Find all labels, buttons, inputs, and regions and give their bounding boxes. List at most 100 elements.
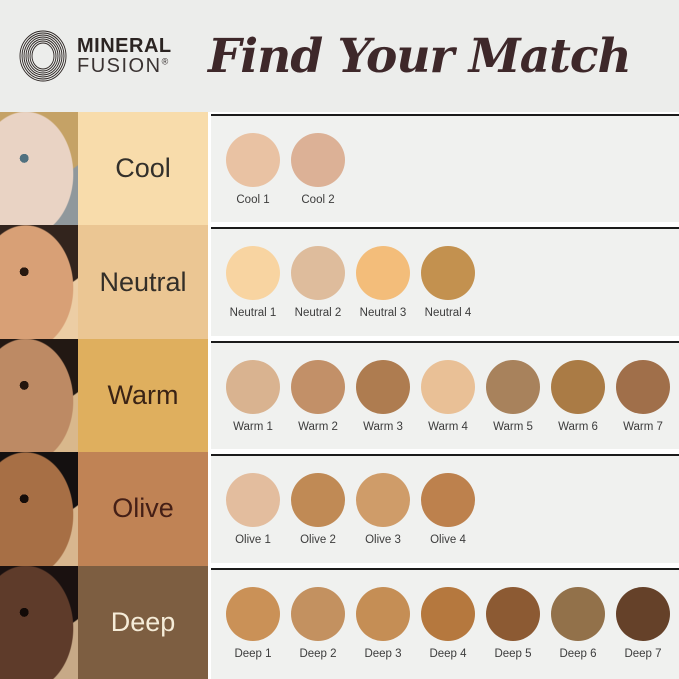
shade-name: Olive 3 [365,534,401,547]
shade-name: Deep 6 [559,647,597,660]
shade-swatch-deep-3: Deep 3 [356,586,410,660]
shade-swatch-olive-2: Olive 2 [291,473,345,546]
shade-color-dot [421,359,475,414]
swatch-panel: Neutral 1 Neutral 2 Neutral 3 Neutral 4 [211,227,679,336]
shade-swatch-neutral-1: Neutral 1 [226,246,280,319]
undertone-label-olive: Olive [112,493,174,524]
shade-swatch-olive-3: Olive 3 [356,473,410,546]
page-title: Find Your Match [207,28,632,84]
shade-color-dot [226,246,280,301]
shade-name: Neutral 4 [424,307,472,320]
undertone-label-warm: Warm [107,380,179,411]
swatch-list: Cool 1 Cool 2 [226,133,679,206]
shade-color-dot [356,359,410,414]
shade-row: Cool Cool 1 Cool 2 [0,112,679,226]
swatch-list: Deep 1 Deep 2 Deep 3 Deep 4 Deep 5 Deep 6 Deep… [226,586,679,660]
shade-color-dot [356,473,410,528]
shade-name: Deep 3 [364,647,402,660]
shade-name: Neutral 1 [229,307,277,320]
shade-swatch-warm-2: Warm 2 [291,359,345,433]
shade-color-dot [226,586,280,641]
undertone-label-block-warm: Warm [78,338,208,453]
shade-name: Deep 4 [429,647,467,660]
model-photo-deep [0,565,78,679]
undertone-label-deep: Deep [110,606,176,637]
swatch-panel: Cool 1 Cool 2 [211,114,679,223]
shade-swatch-neutral-3: Neutral 3 [356,246,410,319]
shade-name: Warm 6 [558,420,598,433]
shade-name: Cool 1 [236,194,270,206]
shade-name: Deep 5 [494,647,532,660]
undertone-label-cool: Cool [115,153,171,184]
registered-mark: ® [161,56,169,67]
shade-name: Neutral 2 [294,307,342,320]
shade-swatch-deep-1: Deep 1 [226,586,280,660]
shade-swatch-olive-1: Olive 1 [226,473,280,546]
shade-rows: Cool Cool 1 Cool 2 Neutral Neutral 1 Neutr… [0,112,679,679]
shade-swatch-cool-2: Cool 2 [291,133,345,206]
shade-swatch-warm-4: Warm 4 [421,359,475,433]
shade-color-dot [356,246,410,301]
shade-color-dot [616,359,670,414]
shade-swatch-deep-4: Deep 4 [421,586,475,660]
shade-row: Warm Warm 1 Warm 2 Warm 3 Warm 4 Warm 5 Warm … [0,338,679,453]
shade-color-dot [421,473,475,528]
shade-name: Deep 2 [299,647,337,660]
swatch-list: Olive 1 Olive 2 Olive 3 Olive 4 [226,473,679,546]
brand-logo: MINERAL FUSION® [18,29,172,83]
concentric-rings-logo-icon [18,29,68,83]
shade-name: Warm 3 [363,420,403,433]
shade-color-dot [551,586,605,641]
shade-color-dot [291,473,345,528]
shade-color-dot [551,359,605,414]
shade-swatch-neutral-4: Neutral 4 [421,246,475,319]
shade-color-dot [226,359,280,414]
shade-row: Olive Olive 1 Olive 2 Olive 3 Olive 4 [0,452,679,566]
undertone-label-block-deep: Deep [78,565,208,679]
swatch-panel: Deep 1 Deep 2 Deep 3 Deep 4 Deep 5 Deep 6 Deep… [211,567,679,679]
shade-swatch-deep-2: Deep 2 [291,586,345,660]
shade-name: Warm 1 [233,420,273,433]
shade-name: Warm 2 [298,420,338,433]
shade-swatch-warm-5: Warm 5 [486,359,540,433]
swatch-list: Warm 1 Warm 2 Warm 3 Warm 4 Warm 5 Warm 6 Warm… [226,359,679,433]
undertone-label-block-olive: Olive [78,452,208,566]
shade-color-dot [291,133,345,187]
shade-name: Warm 4 [428,420,468,433]
shade-row: Neutral Neutral 1 Neutral 2 Neutral 3 Neutr… [0,225,679,339]
shade-swatch-olive-4: Olive 4 [421,473,475,546]
shade-swatch-warm-1: Warm 1 [226,359,280,433]
shade-color-dot [291,359,345,414]
undertone-label-block-neutral: Neutral [78,225,208,339]
model-photo-neutral [0,225,78,339]
shade-swatch-deep-7: Deep 7 [616,586,670,660]
shade-color-dot [291,586,345,641]
shade-name: Warm 5 [493,420,533,433]
model-photo-warm [0,338,78,453]
shade-color-dot [616,586,670,641]
shade-swatch-cool-1: Cool 1 [226,133,280,206]
shade-swatch-deep-5: Deep 5 [486,586,540,660]
shade-color-dot [291,246,345,301]
swatch-panel: Warm 1 Warm 2 Warm 3 Warm 4 Warm 5 Warm 6 Warm… [211,340,679,450]
shade-color-dot [486,586,540,641]
undertone-label-block-cool: Cool [78,112,208,226]
shade-swatch-warm-6: Warm 6 [551,359,605,433]
model-photo-olive [0,452,78,566]
shade-name: Warm 7 [623,420,663,433]
swatch-list: Neutral 1 Neutral 2 Neutral 3 Neutral 4 [226,246,679,319]
shade-name: Olive 4 [430,534,466,547]
shade-swatch-neutral-2: Neutral 2 [291,246,345,319]
shade-name: Olive 1 [235,534,271,547]
shade-name: Neutral 3 [359,307,407,320]
shade-name: Deep 7 [624,647,662,660]
shade-color-dot [226,473,280,528]
shade-name: Cool 2 [301,194,335,206]
header: MINERAL FUSION® Find Your Match [0,0,679,112]
brand-line-fusion: FUSION® [77,55,169,77]
shade-swatch-deep-6: Deep 6 [551,586,605,660]
model-photo-cool [0,112,78,226]
shade-color-dot [356,586,410,641]
shade-color-dot [226,133,280,187]
